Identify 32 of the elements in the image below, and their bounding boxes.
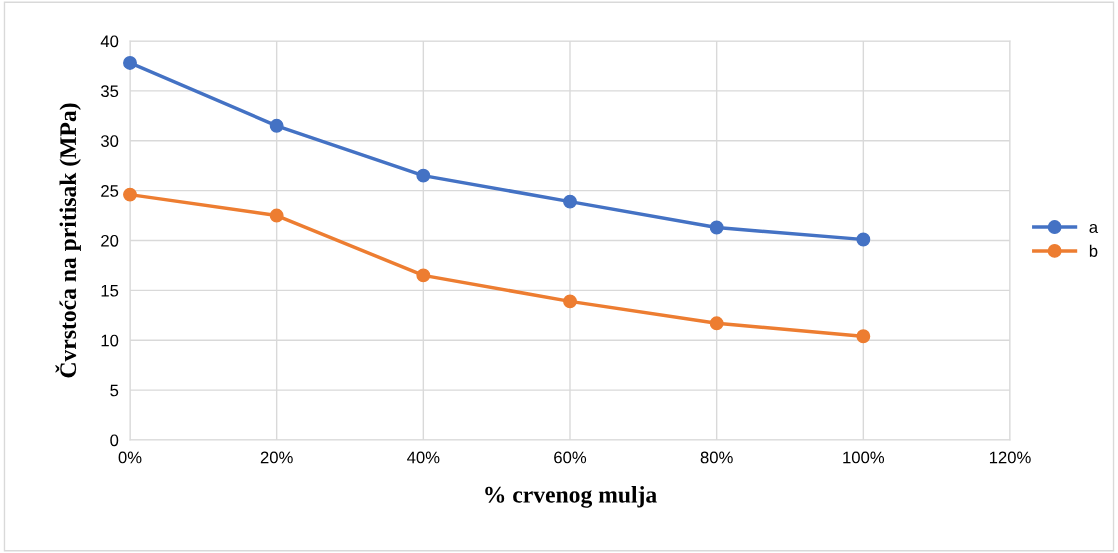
- point: [416, 168, 431, 183]
- x-tick-label: 40%: [407, 451, 440, 464]
- x-tick-label: 100%: [843, 451, 885, 464]
- x-tick-label: 20%: [260, 451, 293, 464]
- y-tick-label: 15: [101, 284, 119, 297]
- y-tick-label: 0: [110, 434, 119, 447]
- x-tick-label: 60%: [554, 451, 587, 464]
- x-axis-title: % crvenog mulja: [485, 486, 657, 508]
- point: [563, 194, 577, 209]
- point: [709, 220, 724, 235]
- x-tick-label: 0%: [118, 451, 142, 464]
- point: [416, 268, 431, 283]
- legend-label: a: [1089, 223, 1099, 234]
- point: [123, 56, 137, 70]
- y-tick-label: 40: [100, 35, 119, 48]
- legend-label: b: [1089, 244, 1098, 257]
- y-tick-label: 10: [101, 334, 119, 347]
- point: [269, 118, 284, 133]
- point: [856, 232, 871, 247]
- point: [709, 316, 724, 331]
- y-tick-label: 30: [100, 135, 119, 147]
- point: [123, 187, 137, 202]
- y-tick-label: 35: [100, 85, 119, 98]
- point: [269, 208, 284, 223]
- x-tick-label: 120%: [989, 451, 1031, 464]
- y-tick-label: 25: [101, 185, 119, 197]
- point: [856, 329, 871, 344]
- y-axis-title: Čvrstoća na pritisak (MPa): [55, 103, 81, 378]
- point: [563, 294, 577, 309]
- y-tick-label: 5: [110, 384, 119, 397]
- x-tick-label: 80%: [700, 451, 733, 464]
- y-tick-label: 20: [101, 234, 119, 247]
